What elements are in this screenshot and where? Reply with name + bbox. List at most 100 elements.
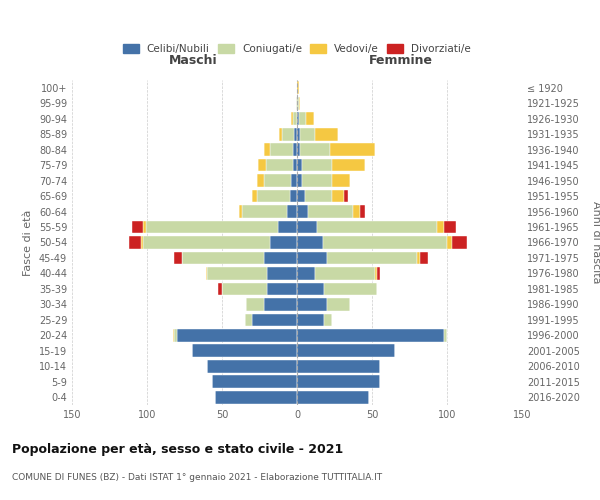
Bar <box>291 174 297 187</box>
Bar <box>444 329 447 342</box>
Bar <box>192 344 297 357</box>
Bar <box>297 391 369 404</box>
Bar <box>293 159 297 172</box>
Bar <box>324 314 331 326</box>
Bar <box>331 159 365 172</box>
Bar <box>252 190 257 202</box>
Bar <box>297 112 299 125</box>
Bar <box>330 144 375 156</box>
Bar <box>444 220 456 234</box>
Bar <box>174 252 182 264</box>
Bar <box>282 128 294 140</box>
Bar <box>297 298 327 310</box>
Bar <box>306 112 314 125</box>
Bar <box>129 236 141 249</box>
Bar <box>239 205 241 218</box>
Bar <box>218 282 222 296</box>
Bar <box>327 298 349 310</box>
Bar <box>296 97 297 110</box>
Bar <box>297 97 299 110</box>
Bar <box>287 205 297 218</box>
Bar <box>270 144 293 156</box>
Bar <box>315 128 337 140</box>
Bar <box>265 159 293 172</box>
Bar <box>257 174 264 187</box>
Bar <box>297 267 315 280</box>
Bar <box>143 236 270 249</box>
Bar <box>297 329 444 342</box>
Bar <box>290 190 297 202</box>
Bar <box>246 298 264 310</box>
Bar <box>212 376 297 388</box>
Bar <box>375 267 377 280</box>
Bar <box>324 282 377 296</box>
Bar <box>182 252 264 264</box>
Bar <box>417 252 420 264</box>
Bar <box>270 236 297 249</box>
Bar <box>207 267 267 280</box>
Bar <box>297 282 324 296</box>
Bar <box>297 236 323 249</box>
Bar <box>299 97 300 110</box>
Bar <box>420 252 427 264</box>
Bar <box>297 144 300 156</box>
Bar <box>293 112 297 125</box>
Bar <box>297 190 305 202</box>
Bar <box>437 220 444 234</box>
Bar <box>353 205 360 218</box>
Bar <box>264 298 297 310</box>
Bar <box>264 174 291 187</box>
Bar <box>300 144 330 156</box>
Bar <box>297 128 300 140</box>
Bar <box>331 190 343 202</box>
Bar <box>297 82 299 94</box>
Bar <box>207 360 297 372</box>
Bar <box>297 360 380 372</box>
Bar <box>327 252 417 264</box>
Bar <box>173 329 174 342</box>
Bar <box>277 220 297 234</box>
Bar <box>205 267 207 280</box>
Bar <box>291 112 293 125</box>
Bar <box>299 112 306 125</box>
Bar <box>222 282 267 296</box>
Y-axis label: Anni di nascita: Anni di nascita <box>590 201 600 284</box>
Text: Popolazione per età, sesso e stato civile - 2021: Popolazione per età, sesso e stato civil… <box>12 442 343 456</box>
Bar <box>252 314 297 326</box>
Bar <box>258 159 265 172</box>
Bar <box>245 314 252 326</box>
Bar <box>297 344 395 357</box>
Text: COMUNE DI FUNES (BZ) - Dati ISTAT 1° gennaio 2021 - Elaborazione TUTTITALIA.IT: COMUNE DI FUNES (BZ) - Dati ISTAT 1° gen… <box>12 472 382 482</box>
Bar <box>279 128 282 140</box>
Bar <box>177 329 297 342</box>
Bar <box>297 314 324 326</box>
Bar <box>297 376 380 388</box>
Legend: Celibi/Nubili, Coniugati/e, Vedovi/e, Divorziati/e: Celibi/Nubili, Coniugati/e, Vedovi/e, Di… <box>119 40 475 58</box>
Bar <box>174 329 177 342</box>
Bar <box>305 190 331 202</box>
Bar <box>267 282 297 296</box>
Bar <box>360 205 365 218</box>
Bar <box>447 236 452 249</box>
Bar <box>302 159 331 172</box>
Bar <box>267 267 297 280</box>
Bar <box>264 144 270 156</box>
Bar <box>141 236 143 249</box>
Bar <box>132 220 143 234</box>
Bar <box>297 252 327 264</box>
Bar <box>264 252 297 264</box>
Bar <box>331 174 349 187</box>
Bar <box>377 267 380 280</box>
Bar <box>215 391 297 404</box>
Bar <box>146 220 277 234</box>
Bar <box>452 236 467 249</box>
Bar <box>297 205 308 218</box>
Bar <box>297 220 317 234</box>
Text: Femmine: Femmine <box>368 54 433 67</box>
Bar <box>241 205 287 218</box>
Bar <box>143 220 146 234</box>
Bar <box>294 128 297 140</box>
Bar <box>308 205 353 218</box>
Bar <box>300 128 315 140</box>
Bar <box>302 174 331 187</box>
